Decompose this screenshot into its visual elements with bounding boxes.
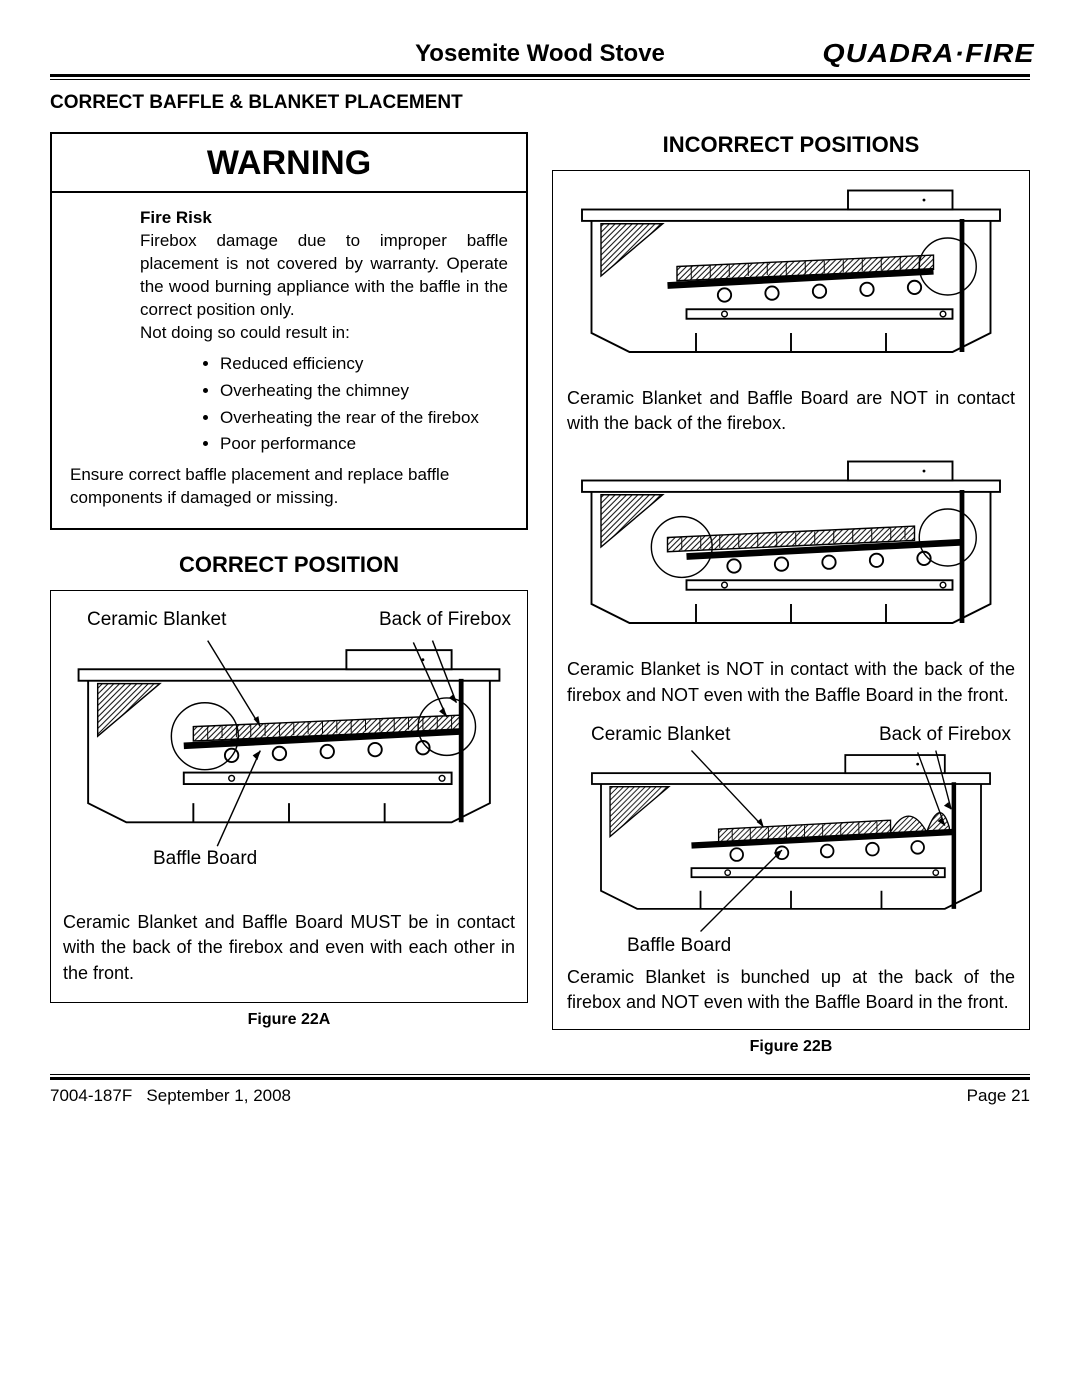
page-number: Page 21	[967, 1086, 1030, 1106]
doc-date: September 1, 2008	[146, 1086, 291, 1105]
label-back-of-firebox: Back of Firebox	[379, 609, 511, 631]
incorrect-heading: INCORRECT POSITIONS	[552, 132, 1030, 158]
warning-box: WARNING Fire Risk Firebox damage due to …	[50, 132, 528, 530]
correct-diagram	[63, 631, 515, 851]
warning-body: Fire Risk Firebox damage due to improper…	[52, 193, 526, 528]
incorrect-diagram-2	[567, 452, 1015, 642]
label-back-of-firebox-2: Back of Firebox	[879, 724, 1011, 746]
section-title: CORRECT BAFFLE & BLANKET PLACEMENT	[50, 92, 1030, 114]
figure-22a-label: Figure 22A	[50, 1011, 528, 1029]
incorrect-caption-1: Ceramic Blanket and Baffle Board are NOT…	[567, 386, 1015, 436]
incorrect-labels-top: Ceramic Blanket Back of Firebox	[567, 724, 1015, 746]
label-baffle-board-2: Baffle Board	[627, 935, 1015, 957]
label-ceramic-blanket-2: Ceramic Blanket	[591, 724, 730, 746]
warning-heading: WARNING	[52, 134, 526, 193]
footer-row: 7004-187F September 1, 2008 Page 21	[50, 1086, 1030, 1106]
doc-id: 7004-187F	[50, 1086, 132, 1105]
warning-bullet: Reduced efficiency	[220, 351, 508, 378]
correct-labels-top: Ceramic Blanket Back of Firebox	[63, 609, 515, 631]
warning-bullet: Poor performance	[220, 431, 508, 458]
correct-caption: Ceramic Blanket and Baffle Board MUST be…	[63, 910, 515, 986]
warning-bullet: Overheating the rear of the firebox	[220, 405, 508, 432]
warning-bullets: Reduced efficiency Overheating the chimn…	[220, 351, 508, 459]
incorrect-diagram-1	[567, 181, 1015, 371]
incorrect-caption-3: Ceramic Blanket is bunched up at the bac…	[567, 965, 1015, 1015]
correct-heading: CORRECT POSITION	[50, 552, 528, 578]
warning-text-2: Not doing so could result in:	[140, 322, 508, 345]
incorrect-caption-2: Ceramic Blanket is NOT in contact with t…	[567, 657, 1015, 707]
figure-22b-label: Figure 22B	[552, 1038, 1030, 1056]
header-rule	[50, 74, 1030, 80]
label-baffle-board: Baffle Board	[153, 848, 515, 870]
footer-rule	[50, 1074, 1030, 1080]
right-column: INCORRECT POSITIONS	[552, 132, 1030, 1056]
brand-logo: QUADRA·FIRE	[822, 38, 1034, 69]
warning-bullet: Overheating the chimney	[220, 378, 508, 405]
main-columns: WARNING Fire Risk Firebox damage due to …	[50, 132, 1030, 1056]
left-column: WARNING Fire Risk Firebox damage due to …	[50, 132, 528, 1056]
warning-text-1: Firebox damage due to improper baffle pl…	[140, 230, 508, 322]
fire-risk-label: Fire Risk	[140, 207, 508, 230]
incorrect-diagram-3	[567, 746, 1015, 936]
label-ceramic-blanket: Ceramic Blanket	[87, 609, 226, 631]
incorrect-figure-box: Ceramic Blanket and Baffle Board are NOT…	[552, 170, 1030, 1030]
warning-text-3: Ensure correct baffle placement and repl…	[70, 464, 508, 510]
correct-figure-box: Ceramic Blanket Back of Firebox	[50, 590, 528, 1003]
footer-left: 7004-187F September 1, 2008	[50, 1086, 291, 1106]
